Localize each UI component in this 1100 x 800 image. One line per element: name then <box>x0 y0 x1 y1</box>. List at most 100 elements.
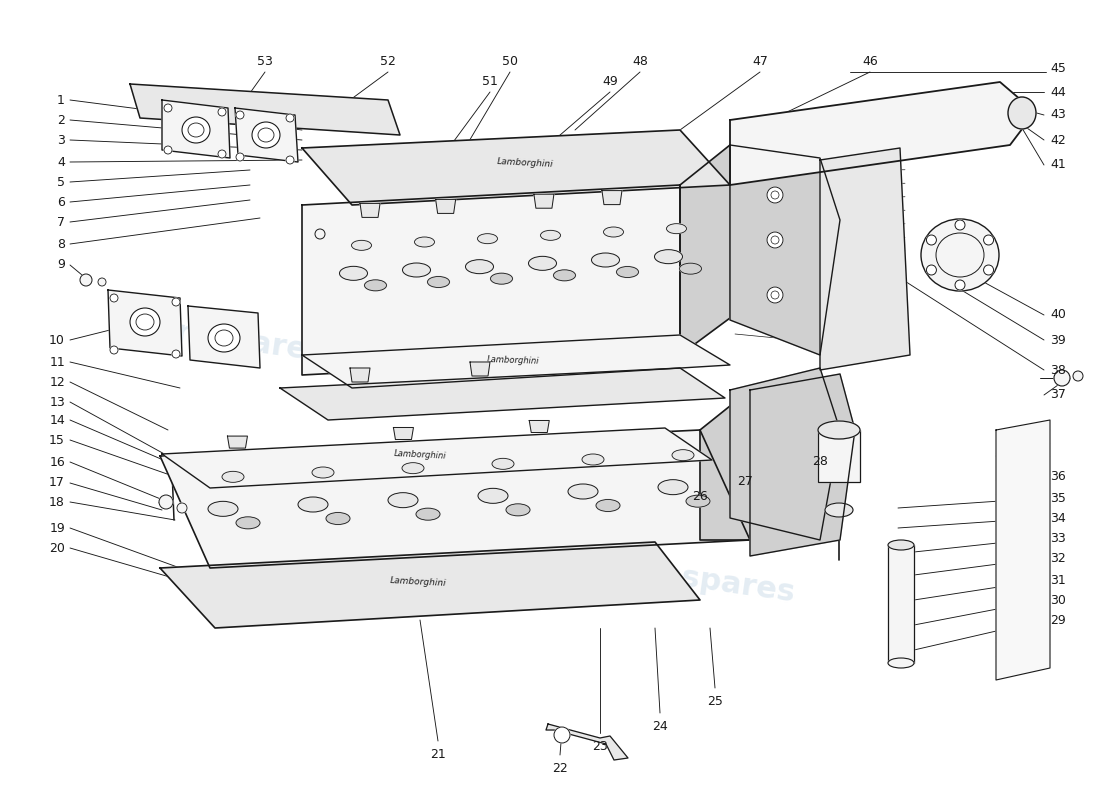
Text: 32: 32 <box>1050 551 1066 565</box>
Ellipse shape <box>492 458 514 470</box>
Ellipse shape <box>208 502 238 516</box>
Polygon shape <box>529 421 549 433</box>
Polygon shape <box>302 130 730 205</box>
Polygon shape <box>750 374 855 556</box>
Text: 34: 34 <box>1050 511 1066 525</box>
Polygon shape <box>996 420 1050 680</box>
Ellipse shape <box>1008 97 1036 129</box>
Text: 21: 21 <box>430 748 446 761</box>
Polygon shape <box>160 430 750 568</box>
Text: 5: 5 <box>57 175 65 189</box>
Polygon shape <box>302 335 730 388</box>
Text: 18: 18 <box>50 495 65 509</box>
Circle shape <box>172 298 180 306</box>
Polygon shape <box>730 368 840 540</box>
Polygon shape <box>235 108 298 162</box>
Circle shape <box>160 495 173 509</box>
Polygon shape <box>820 148 910 370</box>
Circle shape <box>164 104 172 112</box>
Text: 25: 25 <box>707 695 723 708</box>
Bar <box>818 430 860 482</box>
Circle shape <box>767 187 783 203</box>
Text: Lamborghini: Lamborghini <box>486 354 539 366</box>
Ellipse shape <box>568 484 598 499</box>
Circle shape <box>983 265 993 275</box>
Text: 39: 39 <box>1050 334 1066 346</box>
Polygon shape <box>162 428 712 488</box>
Text: 22: 22 <box>552 762 568 775</box>
Ellipse shape <box>921 219 999 291</box>
Ellipse shape <box>130 308 159 336</box>
Text: Lamborghini: Lamborghini <box>496 157 553 169</box>
Ellipse shape <box>658 480 688 494</box>
Ellipse shape <box>340 266 367 280</box>
Ellipse shape <box>616 266 638 278</box>
Text: 1: 1 <box>57 94 65 106</box>
Ellipse shape <box>592 253 619 267</box>
Text: 16: 16 <box>50 455 65 469</box>
Circle shape <box>80 274 92 286</box>
Ellipse shape <box>540 230 561 240</box>
Polygon shape <box>228 436 248 448</box>
Circle shape <box>983 235 993 245</box>
Bar <box>818 430 860 482</box>
Ellipse shape <box>326 513 350 525</box>
Text: 50: 50 <box>502 55 518 68</box>
Ellipse shape <box>582 454 604 465</box>
Ellipse shape <box>667 224 686 234</box>
Text: 52: 52 <box>381 55 396 68</box>
Text: 2: 2 <box>57 114 65 126</box>
Text: 30: 30 <box>1050 594 1066 606</box>
Bar <box>888 545 914 663</box>
Polygon shape <box>188 306 260 368</box>
Text: 20: 20 <box>50 542 65 554</box>
Text: 47: 47 <box>752 55 768 68</box>
Circle shape <box>110 346 118 354</box>
Ellipse shape <box>553 270 575 281</box>
Ellipse shape <box>416 508 440 520</box>
Text: 51: 51 <box>482 75 498 88</box>
Ellipse shape <box>478 488 508 503</box>
Ellipse shape <box>298 497 328 512</box>
Circle shape <box>955 220 965 230</box>
Polygon shape <box>680 145 730 355</box>
Text: 15: 15 <box>50 434 65 446</box>
Ellipse shape <box>403 263 430 277</box>
Text: 27: 27 <box>737 475 752 488</box>
Polygon shape <box>602 190 621 205</box>
Circle shape <box>98 278 106 286</box>
Circle shape <box>110 294 118 302</box>
Ellipse shape <box>680 263 702 274</box>
Text: 17: 17 <box>50 477 65 490</box>
Ellipse shape <box>825 503 852 517</box>
Polygon shape <box>546 724 628 760</box>
Polygon shape <box>130 84 400 135</box>
Ellipse shape <box>686 495 710 507</box>
Ellipse shape <box>402 462 424 474</box>
Circle shape <box>286 156 294 164</box>
Ellipse shape <box>465 260 494 274</box>
Bar <box>888 545 914 663</box>
Circle shape <box>315 229 324 239</box>
Text: 38: 38 <box>1050 363 1066 377</box>
Text: 46: 46 <box>862 55 878 68</box>
Text: 6: 6 <box>57 195 65 209</box>
Text: 12: 12 <box>50 375 65 389</box>
Text: eurospares: eurospares <box>603 552 798 608</box>
Ellipse shape <box>528 256 557 270</box>
Text: 7: 7 <box>57 215 65 229</box>
Polygon shape <box>534 194 554 208</box>
Text: 43: 43 <box>1050 109 1066 122</box>
Circle shape <box>177 503 187 513</box>
Ellipse shape <box>888 540 914 550</box>
Ellipse shape <box>312 467 334 478</box>
Circle shape <box>955 280 965 290</box>
Circle shape <box>164 146 172 154</box>
Circle shape <box>1072 371 1084 381</box>
Ellipse shape <box>428 277 450 287</box>
Ellipse shape <box>208 324 240 352</box>
Circle shape <box>554 727 570 743</box>
Text: 28: 28 <box>812 455 828 468</box>
Polygon shape <box>160 542 700 628</box>
Text: 29: 29 <box>1050 614 1066 626</box>
